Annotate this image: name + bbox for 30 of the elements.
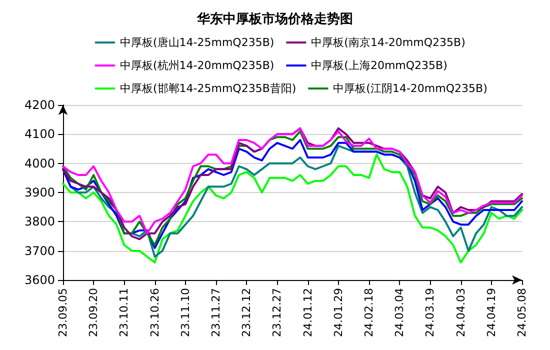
x-tick-label: 23.09.05 bbox=[56, 288, 70, 337]
chart-title: 华东中厚板市场价格走势图 bbox=[196, 11, 353, 27]
x-tick-label: 23.12.27 bbox=[270, 288, 284, 337]
y-tick-label: 3700 bbox=[24, 244, 55, 258]
legend-label: 中厚板(杭州14-20mmQ235B) bbox=[120, 59, 274, 72]
y-tick-label: 4000 bbox=[24, 156, 55, 170]
y-tick-label: 4100 bbox=[24, 127, 55, 142]
legend-label: 中厚板(上海20mmQ235B) bbox=[311, 59, 448, 72]
legend-label: 中厚板(邯郸14-25mmQ235B昔阳) bbox=[120, 82, 296, 95]
x-tick-label: 24.01.12 bbox=[301, 288, 314, 337]
x-tick-label: 24.05.08 bbox=[516, 288, 528, 337]
legend-label: 中厚板(江阴14-20mmQ235B) bbox=[333, 82, 488, 95]
x-tick-label: 24.03.19 bbox=[424, 288, 437, 337]
x-tick-label: 24.04.19 bbox=[484, 288, 498, 337]
x-tick-label: 23.10.26 bbox=[148, 288, 162, 337]
legend-label: 中厚板(南京14-20mmQ235B) bbox=[311, 36, 466, 49]
x-tick-label: 23.11.10 bbox=[178, 288, 192, 337]
x-tick-label: 24.03.04 bbox=[393, 288, 406, 337]
y-tick-label: 3900 bbox=[24, 186, 55, 200]
x-tick-label: 24.01.29 bbox=[332, 288, 345, 337]
x-tick-label: 23.10.11 bbox=[118, 288, 131, 337]
x-tick-label: 24.04.03 bbox=[454, 288, 468, 337]
y-tick-label: 4200 bbox=[24, 98, 55, 112]
legend-label: 中厚板(唐山14-25mmQ235B) bbox=[120, 36, 274, 49]
x-tick-label: 23.09.20 bbox=[87, 288, 100, 337]
y-tick-label: 3800 bbox=[24, 214, 55, 229]
y-tick-label: 3600 bbox=[24, 273, 55, 287]
x-tick-label: 23.11.27 bbox=[210, 288, 222, 337]
x-tick-label: 24.02.18 bbox=[362, 288, 376, 337]
x-tick-label: 23.12.12 bbox=[240, 288, 254, 337]
